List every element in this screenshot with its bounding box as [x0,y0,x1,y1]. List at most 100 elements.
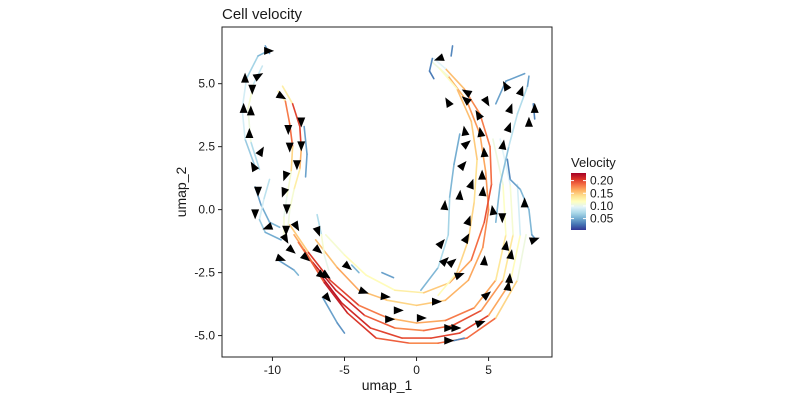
velocity-arrow [480,291,492,301]
streamline-segment [262,178,271,201]
velocity-arrow [281,186,290,198]
velocity-arrow [341,260,352,271]
streamline-segment [415,299,447,307]
x-tick-label: -5 [339,363,350,377]
y-tick-label: 0.0 [198,203,215,217]
velocity-arrow [451,324,462,333]
streamline-segment [288,223,310,254]
velocity-arrow [297,141,306,152]
velocity-arrow [438,257,449,267]
streamline-segment [458,314,490,334]
streamline-segment [250,140,261,171]
velocity-arrow [489,204,498,216]
streamline-segment [489,145,493,186]
velocity-arrow [461,125,470,137]
streamline-segment [516,234,527,281]
x-axis: -10 -5 0 5 [264,357,492,377]
streamline-segment [284,100,291,125]
streamline [316,213,330,271]
velocity-arrow [279,233,289,244]
velocity-arrow [444,336,455,345]
streamline-segment [317,271,343,304]
streamline-segment [299,148,303,171]
streamline [281,85,303,226]
streamline-segment [444,67,465,90]
velocity-arrow [282,204,291,215]
velocity-arrow [239,102,248,113]
streamline-segment [509,178,522,191]
streamline-segment [470,221,486,261]
streamline-segment [507,113,519,148]
colorbar [571,173,586,230]
streamline-segment [394,289,425,294]
streamline-segment [314,239,339,269]
velocity-arrow [505,272,514,284]
streamline-segment [288,188,295,211]
streamline-segment [473,158,478,203]
streamline-segment [264,231,282,241]
velocity-arrow [501,240,510,251]
streamline-segment [241,108,246,140]
streamline-segment [438,67,458,90]
streamline-segment [335,289,366,317]
x-tick-label: -10 [264,363,282,377]
streamline [277,259,300,276]
streamline-segment [420,266,439,292]
streamline-segment [303,125,308,156]
streamline-segment [447,196,451,236]
streamline-segment [316,213,323,236]
streamline-segment [323,254,330,271]
streamline-segment [494,183,501,224]
streamline-segment [444,279,470,302]
velocity-arrow [455,189,464,201]
velocity-arrow [461,96,472,106]
streamline [324,57,493,294]
velocity-arrow [380,292,391,301]
streamline-segment [322,297,339,324]
streamline-segment [499,145,510,186]
streamline-segment [516,183,522,236]
streamline-segment [323,281,349,314]
velocity-arrow [285,142,294,153]
streamline-segment [291,103,301,128]
velocity-arrow [515,85,524,97]
streamline [420,133,461,292]
streamline-segment [448,163,455,198]
velocity-arrow [315,269,327,279]
streamline-segment [437,271,458,297]
streamline [277,90,294,236]
streamline-segment [482,208,490,249]
velocity-arrow [312,225,321,237]
velocity-arrow [453,272,465,281]
streamline-segment [358,304,389,319]
velocity-arrow [385,315,396,324]
x-tick-label: 5 [485,363,492,377]
velocity-arrow [435,239,445,250]
y-axis: -5.0 -2.5 0.0 2.5 5.0 [194,77,222,343]
streamline-segment [258,198,265,221]
velocity-arrow [241,72,250,83]
streamline-segment [369,327,403,339]
colorbar-tick-label: 0.10 [590,199,614,213]
streamline-segment [428,57,434,72]
y-tick-label: 2.5 [198,140,215,154]
velocity-arrow [478,169,487,180]
velocity-arrow [461,89,473,98]
velocity-arrow [445,97,454,109]
velocity-arrow [283,170,291,182]
streamline-segment [281,85,294,105]
streamline-segment [329,279,360,307]
streamline-segment [456,87,473,123]
velocity-arrow [524,116,533,127]
velocity-arrow [475,109,484,121]
y-tick-label: -2.5 [194,266,215,280]
streamline-segment [293,269,300,276]
velocity-arrow [358,286,369,294]
colorbar-tick-label: 0.05 [590,212,614,226]
streamline [494,75,530,224]
streamline-segment [444,307,475,322]
streamline-segment [293,168,301,191]
streamline-segment [453,133,461,166]
velocity-arrow [255,146,264,158]
colorbar-tick-label: 0.20 [590,174,614,188]
